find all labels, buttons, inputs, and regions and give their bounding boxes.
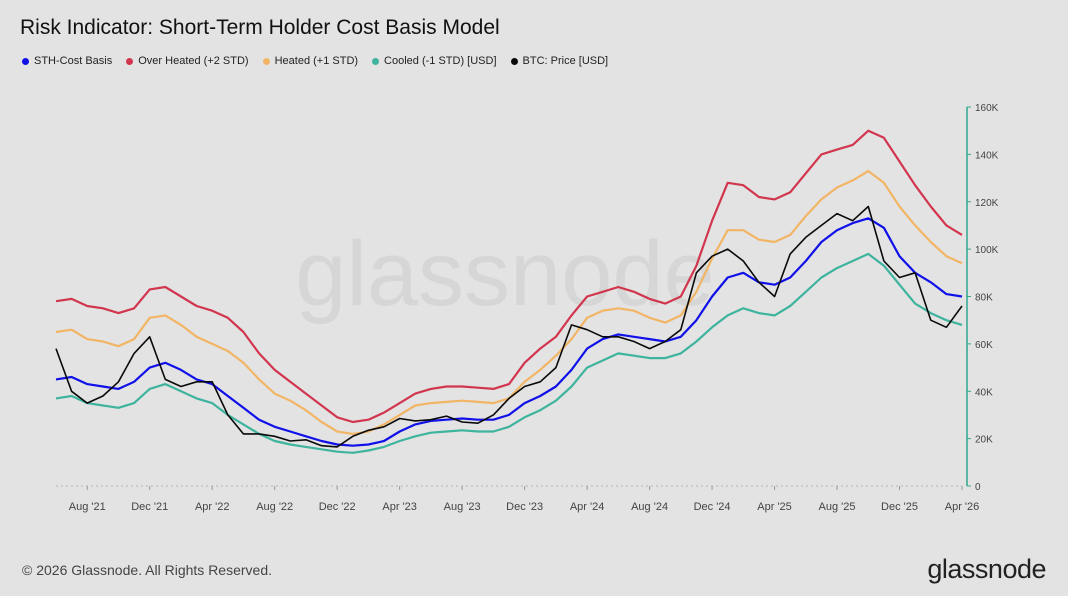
legend-item-cooled[interactable]: Cooled (-1 STD) [USD] — [372, 55, 497, 67]
legend-swatch-heated — [262, 57, 270, 65]
brand-logo[interactable]: glassnode — [927, 554, 1046, 584]
series-cooled — [55, 252, 963, 454]
y-tick-label: 160K — [975, 103, 999, 114]
x-tick-label: Aug '21 — [69, 501, 106, 513]
y-tick-label: 120K — [975, 198, 999, 209]
legend-item-over-heated[interactable]: Over Heated (+2 STD) — [126, 55, 249, 67]
series-layer — [55, 129, 963, 454]
x-tick-label: Dec '25 — [881, 501, 918, 513]
y-tick-label: 40K — [975, 387, 993, 398]
y-tick-label: 20K — [975, 435, 993, 446]
legend-swatch-btc-price — [510, 57, 518, 65]
legend-label-cooled: Cooled (-1 STD) [USD] — [384, 55, 497, 67]
x-tick-label: Apr '25 — [757, 501, 792, 513]
x-tick-label: Dec '23 — [506, 501, 543, 513]
x-tick-label: Apr '22 — [195, 501, 230, 513]
x-tick-label: Apr '26 — [945, 501, 980, 513]
legend-swatch-cooled — [372, 57, 380, 65]
y-tick-label: 100K — [975, 245, 999, 256]
y-tick-label: 140K — [975, 150, 999, 161]
legend-label-btc-price: BTC: Price [USD] — [522, 55, 609, 67]
legend-swatch-sth-cost-basis — [22, 57, 29, 65]
x-tick-label: Apr '24 — [570, 501, 605, 513]
legend-item-sth-cost-basis[interactable]: STH-Cost Basis — [22, 55, 112, 67]
x-tick-label: Aug '23 — [444, 501, 481, 513]
legend-swatch-over-heated — [126, 57, 134, 65]
chart-title: Risk Indicator: Short-Term Holder Cost B… — [20, 16, 500, 39]
series-over-heated — [55, 129, 963, 424]
y-tick-label: 0 — [975, 482, 981, 493]
legend-label-heated: Heated (+1 STD) — [274, 55, 359, 67]
x-tick-label: Apr '23 — [382, 501, 417, 513]
x-tick-label: Aug '25 — [819, 501, 856, 513]
legend-item-heated[interactable]: Heated (+1 STD) — [262, 55, 359, 67]
x-tick-label: Aug '22 — [256, 501, 293, 513]
series-btc-price — [55, 205, 963, 448]
x-tick-label: Dec '21 — [131, 501, 168, 513]
legend-label-over-heated: Over Heated (+2 STD) — [138, 55, 249, 67]
axis-layer: 0 20K 40K 60K 80K 100K 120K 140K 160K Aug '21 Dec … — [56, 103, 999, 513]
legend-label-sth-cost-basis: STH-Cost Basis — [34, 55, 113, 67]
x-tick-label: Dec '24 — [694, 501, 731, 513]
x-tick-label: Dec '22 — [319, 501, 356, 513]
copyright-text: © 2026 Glassnode. All Rights Reserved. — [22, 562, 273, 578]
y-tick-label: 80K — [975, 293, 993, 304]
y-tick-label: 60K — [975, 340, 993, 351]
legend-item-btc-price[interactable]: BTC: Price [USD] — [510, 55, 609, 67]
x-tick-label: Aug '24 — [631, 501, 668, 513]
chart-legend: STH-Cost Basis Over Heated (+2 STD) Heat… — [22, 55, 608, 67]
watermark-text: glassnode — [295, 223, 714, 325]
